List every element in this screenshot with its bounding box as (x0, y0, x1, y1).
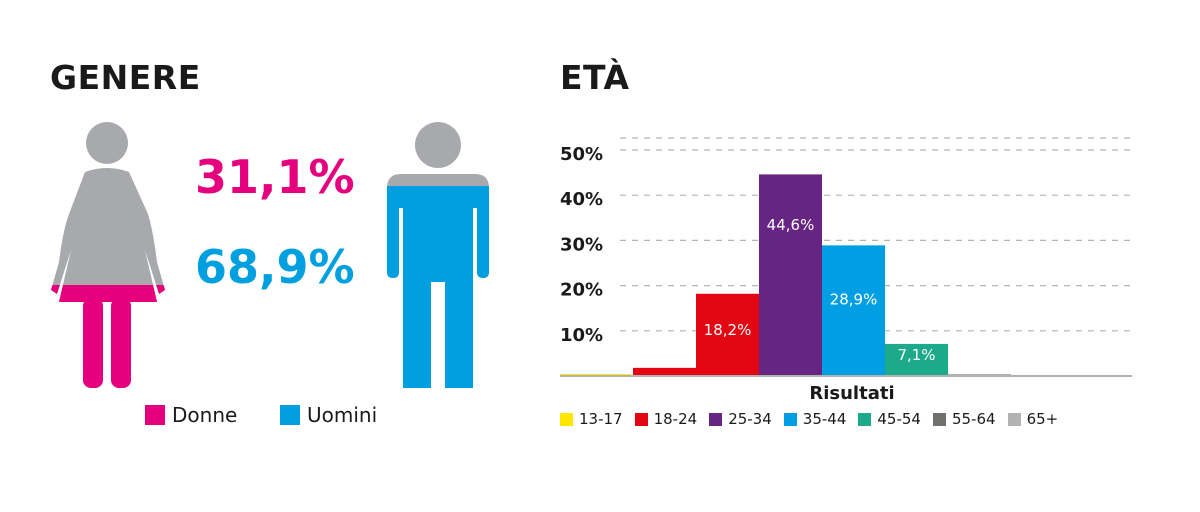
legend-item: 35-44 (783, 410, 847, 428)
bar-data-label: 18,2% (704, 321, 752, 339)
legend-women: Donne (145, 403, 237, 427)
legend-item: 45-54 (858, 410, 921, 428)
bar (633, 367, 696, 376)
legend-women-swatch (145, 405, 165, 425)
legend-men-label: Uomini (307, 403, 378, 427)
legend-swatch (709, 412, 723, 426)
legend-item: 18-24 (634, 410, 698, 428)
woman-icon (51, 122, 165, 388)
bar (822, 245, 885, 376)
legend-label: 25-34 (728, 410, 772, 428)
gender-title: GENERE (50, 58, 201, 97)
bar (696, 293, 759, 376)
legend-swatch (634, 412, 648, 426)
age-title: ETÀ (560, 58, 630, 97)
legend-label: 18-24 (653, 410, 698, 428)
legend-item: 55-64 (932, 410, 996, 428)
y-tick-label: 20% (560, 280, 603, 301)
legend-swatch (783, 412, 797, 426)
bar-data-label: 44,6% (767, 216, 815, 234)
legend-men-swatch (280, 405, 300, 425)
legend-label: 65+ (1026, 410, 1059, 428)
y-tick-label: 10% (560, 325, 603, 346)
women-percent: 31,1% (195, 150, 355, 204)
age-legend: 13-17 18-24 25-34 35-44 45-54 55-64 65+ (560, 410, 1070, 428)
legend-men: Uomini (280, 403, 377, 427)
x-axis-label: Risultati (809, 383, 894, 404)
bar (885, 343, 948, 376)
age-bar-chart: 10% 20% 30% 40% 50% 18,2% 44,6% 28,9% 7,1% Risult… (560, 137, 1132, 404)
bar (759, 174, 822, 376)
legend-label: 35-44 (802, 410, 847, 428)
men-percent: 68,9% (195, 240, 355, 294)
legend-women-label: Donne (172, 403, 238, 427)
legend-swatch (560, 412, 573, 426)
legend-item: 13-17 (560, 410, 623, 428)
legend-label: 45-54 (877, 410, 921, 428)
legend-label: 13-17 (579, 410, 623, 428)
y-tick-label: 30% (560, 234, 603, 255)
legend-item: 65+ (1007, 410, 1059, 428)
bar-data-label: 7,1% (897, 346, 935, 364)
legend-item: 25-34 (709, 410, 772, 428)
legend-label: 55-64 (951, 410, 996, 428)
bar-data-label: 28,9% (830, 291, 878, 309)
legend-swatch (858, 412, 872, 426)
legend-swatch (1007, 412, 1021, 426)
y-tick-label: 50% (560, 144, 603, 165)
legend-swatch (932, 412, 946, 426)
y-tick-label: 40% (560, 189, 603, 210)
man-icon (387, 122, 489, 388)
